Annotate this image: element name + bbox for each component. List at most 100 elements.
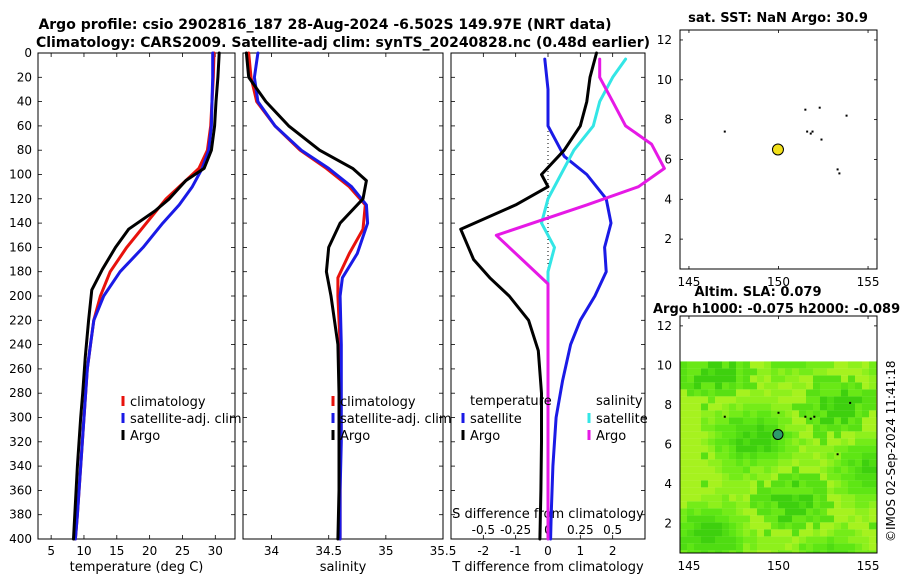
depth-tick-label: 180	[9, 265, 32, 279]
sla-cell	[687, 417, 694, 425]
sla-cell	[729, 543, 736, 551]
sla-cell	[869, 529, 876, 537]
sla-cell	[813, 410, 820, 418]
sla-cell	[687, 501, 694, 509]
sla-cell	[806, 543, 813, 551]
sla-cell	[820, 459, 827, 467]
sla-cell	[869, 487, 876, 495]
sla-cell	[855, 361, 862, 369]
sla-cell	[799, 494, 806, 502]
sla-cell	[869, 396, 876, 404]
sla-cell	[764, 438, 771, 446]
sla-cell	[680, 508, 687, 516]
sla-cell	[750, 382, 757, 390]
sla-cell	[841, 550, 848, 553]
sla-cell	[743, 382, 750, 390]
title-line-1: Argo profile: csio 2902816_187 28-Aug-20…	[38, 17, 611, 33]
sst-map-argo-marker	[771, 143, 784, 156]
sla-cell	[680, 480, 687, 488]
island-point	[811, 130, 814, 133]
sla-cell	[729, 473, 736, 481]
difference-x-tick-label: -2	[477, 544, 489, 558]
sla-cell	[687, 494, 694, 502]
sla-cell	[736, 375, 743, 383]
sla-cell	[771, 522, 778, 530]
sla-cell	[799, 536, 806, 544]
sla-cell	[792, 396, 799, 404]
island-point	[809, 132, 812, 135]
sla-cell	[701, 494, 708, 502]
sla-cell	[736, 389, 743, 397]
sla-cell	[722, 382, 729, 390]
sla-cell	[855, 389, 862, 397]
sla-cell	[834, 382, 841, 390]
sla-cell	[813, 396, 820, 404]
sla-cell	[869, 438, 876, 446]
sla-cell	[855, 494, 862, 502]
difference-x-tick-label: 2	[609, 544, 617, 558]
sla-cell	[736, 438, 743, 446]
sla-cell	[736, 445, 743, 453]
sla-cell	[680, 550, 687, 553]
sla-cell	[834, 368, 841, 376]
sla-cell	[701, 368, 708, 376]
sla-cell	[827, 480, 834, 488]
sla-cell	[687, 410, 694, 418]
sla-cell	[841, 382, 848, 390]
sla-cell	[820, 445, 827, 453]
sla-cell	[722, 536, 729, 544]
sla-cell	[708, 375, 715, 383]
depth-tick-label: 260	[9, 362, 32, 376]
sla-cell	[687, 550, 694, 553]
sla-cell	[715, 508, 722, 516]
sla-map-y-tick-label: 10	[657, 358, 672, 372]
sla-cell	[862, 522, 869, 530]
island-point	[836, 168, 839, 171]
sla-cell	[743, 473, 750, 481]
sla-cell	[750, 501, 757, 509]
depth-tick-label: 300	[9, 411, 32, 425]
sla-cell	[841, 501, 848, 509]
sla-cell	[757, 480, 764, 488]
sla-cell	[757, 529, 764, 537]
sla-cell	[841, 473, 848, 481]
sla-cell	[771, 403, 778, 411]
sla-cell	[862, 515, 869, 523]
island-point	[723, 130, 726, 133]
sla-cell	[792, 410, 799, 418]
sla-cell	[855, 424, 862, 432]
sla-cell	[708, 515, 715, 523]
sla-cell	[785, 431, 792, 439]
sla-cell	[785, 389, 792, 397]
sla-cell	[729, 382, 736, 390]
sla-cell	[778, 459, 785, 467]
sla-cell	[687, 375, 694, 383]
sla-cell	[771, 487, 778, 495]
temperature-x-tick-label: 10	[76, 544, 91, 558]
sla-cell	[862, 466, 869, 474]
sla-cell	[736, 382, 743, 390]
sla-cell	[834, 508, 841, 516]
sla-cell	[813, 466, 820, 474]
sla-cell	[701, 459, 708, 467]
sla-cell	[715, 438, 722, 446]
sla-cell	[750, 389, 757, 397]
sla-cell	[834, 452, 841, 460]
sla-cell	[722, 501, 729, 509]
temperature-legend-label: Argo	[130, 429, 160, 444]
sla-cell	[778, 487, 785, 495]
sla-cell	[764, 424, 771, 432]
sla-cell	[743, 466, 750, 474]
sla-cell	[813, 424, 820, 432]
sla-cell	[813, 508, 820, 516]
sla-cell	[715, 361, 722, 369]
sla-cell	[799, 487, 806, 495]
sla-cell	[855, 501, 862, 509]
sla-cell	[771, 410, 778, 418]
sla-cell	[764, 522, 771, 530]
sla-cell	[715, 375, 722, 383]
sla-cell	[764, 536, 771, 544]
sla-cell	[680, 417, 687, 425]
sla-cell	[799, 452, 806, 460]
sla-cell	[694, 515, 701, 523]
